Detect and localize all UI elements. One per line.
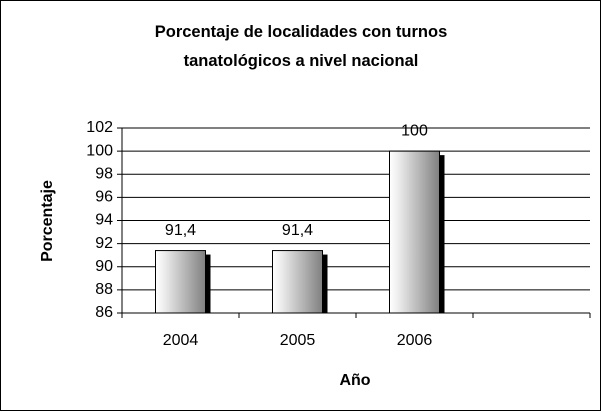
y-axis-label: Porcentaje [39, 180, 56, 262]
x-tick-label: 2005 [280, 332, 316, 349]
x-tick-label: 2006 [397, 332, 433, 349]
value-label: 91,4 [165, 222, 196, 239]
y-tick-label: 92 [95, 235, 113, 252]
y-tick-label: 94 [95, 212, 113, 229]
y-tick-label: 90 [95, 258, 113, 275]
bar [155, 250, 206, 314]
y-tick-label: 86 [95, 304, 113, 321]
y-tick-label: 96 [95, 189, 113, 206]
chart-title: Porcentaje de localidades con turnos tan… [154, 23, 448, 70]
bar [389, 150, 440, 314]
y-tick-label: 102 [86, 119, 113, 136]
y-tick-label: 98 [95, 165, 113, 182]
x-axis-label: Año [339, 372, 370, 389]
bar [272, 250, 323, 314]
value-label: 91,4 [282, 222, 313, 239]
y-tick-label: 88 [95, 281, 113, 298]
y-tick-label: 100 [86, 142, 113, 159]
x-tick-label: 2004 [163, 332, 199, 349]
value-label: 100 [401, 122, 428, 139]
